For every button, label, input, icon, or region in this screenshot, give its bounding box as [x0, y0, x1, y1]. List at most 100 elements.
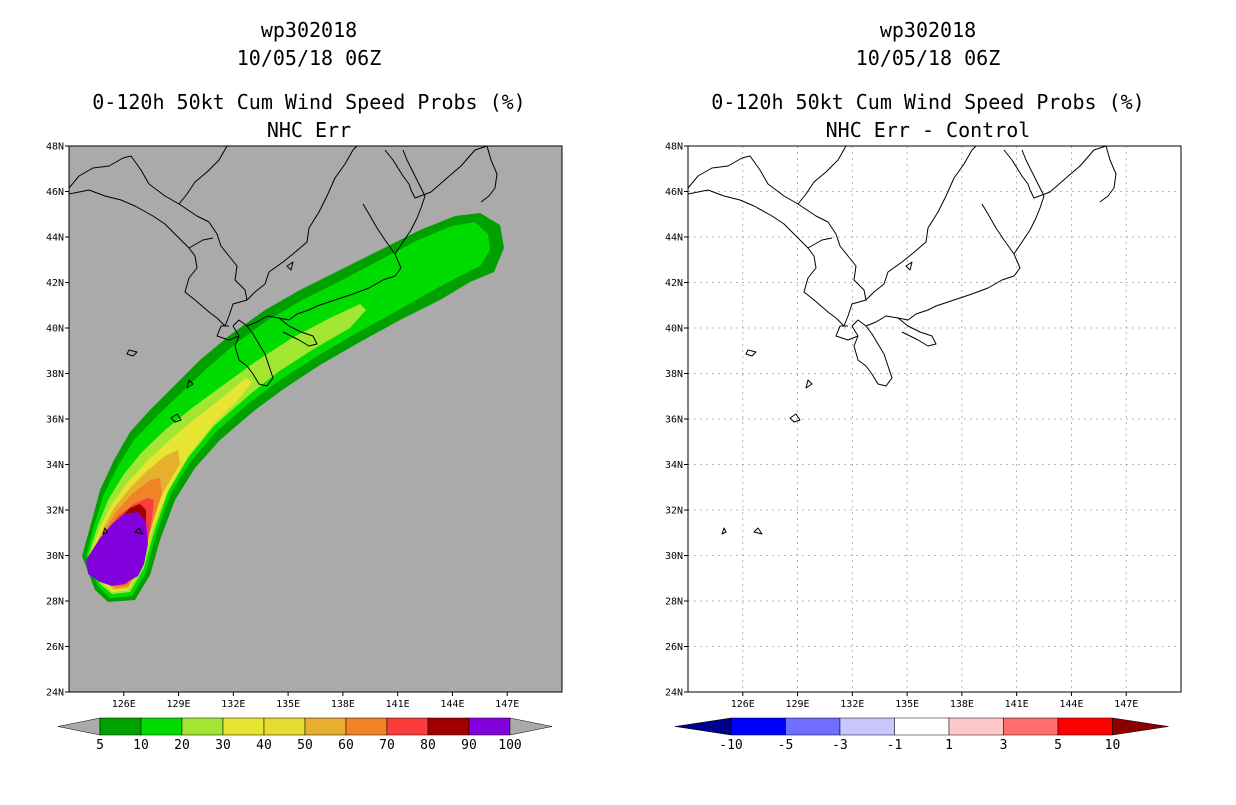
colorbar-label: 40: [256, 738, 272, 753]
colorbar-box: [263, 717, 306, 736]
colorbar-box: [1057, 717, 1113, 736]
lat-tick-label: 28N: [46, 597, 64, 608]
colorbar-label: 10: [1105, 738, 1121, 753]
lat-tick-label: 36N: [665, 415, 683, 426]
left-lat-axis: 48N 46N 44N 42N 40N 38N 36N 34N 32N 30N 28N 26N 24N: [46, 142, 69, 699]
right-title-line1: wp302018: [880, 18, 976, 42]
right-title-line4: NHC Err - Control: [826, 118, 1031, 142]
colorbar-box: [140, 717, 183, 736]
lat-tick-label: 30N: [665, 551, 683, 562]
lon-tick-label: 147E: [495, 699, 519, 710]
lon-tick-label: 132E: [840, 699, 864, 710]
colorbar-label: 20: [174, 738, 190, 753]
colorbar-box: [222, 717, 265, 736]
contour-90: [86, 512, 148, 586]
probability-swath: [82, 213, 504, 602]
lat-tick-label: 36N: [46, 415, 64, 426]
contour-5: [82, 213, 504, 602]
colorbar-label: 70: [379, 738, 395, 753]
colorbar-label: 50: [297, 738, 313, 753]
lon-tick-label: 144E: [440, 699, 464, 710]
lat-tick-label: 46N: [46, 187, 64, 198]
colorbar-box: [181, 717, 224, 736]
lat-tick-label: 42N: [46, 278, 64, 289]
colorbar-extend-high: [509, 717, 553, 736]
colorbar-label: -5: [778, 738, 794, 753]
colorbar-box: [386, 717, 429, 736]
right-title-line2: 10/05/18 06Z: [856, 46, 1001, 70]
lon-tick-label: 132E: [221, 699, 245, 710]
lat-tick-label: 38N: [46, 369, 64, 380]
lat-tick-label: 34N: [665, 460, 683, 471]
lat-tick-label: 32N: [46, 506, 64, 517]
contour-20: [88, 304, 366, 594]
left-title-line2: 10/05/18 06Z: [237, 46, 382, 70]
lon-tick-label: 135E: [895, 699, 919, 710]
lon-tick-label: 141E: [386, 699, 410, 710]
colorbar-label: 1: [945, 738, 953, 753]
left-colorbar: 5 10 20 30 40 50 60 70 80 90 100: [57, 717, 553, 753]
colorbar-label: 90: [461, 738, 477, 753]
colorbar-box: [785, 717, 841, 736]
colorbar-box: [468, 717, 511, 736]
lat-tick-label: 26N: [665, 642, 683, 653]
lon-tick-label: 144E: [1059, 699, 1083, 710]
colorbar-label: 30: [215, 738, 231, 753]
right-title-line3: 0-120h 50kt Cum Wind Speed Probs (%): [711, 90, 1144, 114]
colorbar-extend-low: [57, 717, 101, 736]
lat-tick-label: 32N: [665, 506, 683, 517]
lon-tick-label: 141E: [1005, 699, 1029, 710]
lon-tick-label: 126E: [731, 699, 755, 710]
colorbar-label: 100: [498, 738, 521, 753]
lat-tick-label: 28N: [665, 597, 683, 608]
lat-tick-label: 26N: [46, 642, 64, 653]
lon-tick-label: 147E: [1114, 699, 1138, 710]
lat-tick-label: 34N: [46, 460, 64, 471]
colorbar-box: [427, 717, 470, 736]
right-lat-axis: 48N 46N 44N 42N 40N 38N 36N 34N 32N 30N 28N 26N 24N: [665, 142, 688, 699]
lat-tick-label: 44N: [665, 233, 683, 244]
lon-tick-label: 138E: [331, 699, 355, 710]
lat-tick-label: 48N: [665, 142, 683, 153]
colorbar-box: [730, 717, 786, 736]
colorbar-box: [839, 717, 895, 736]
colorbar-box: [894, 717, 950, 736]
colorbar-label: 80: [420, 738, 436, 753]
colorbar-box: [99, 717, 142, 736]
lat-tick-label: 24N: [665, 688, 683, 699]
lat-tick-label: 24N: [46, 688, 64, 699]
lon-tick-label: 138E: [950, 699, 974, 710]
lat-tick-label: 30N: [46, 551, 64, 562]
right-colorbar: -10 -5 -3 -1 1 3 5 10: [674, 717, 1169, 753]
lon-tick-label: 126E: [112, 699, 136, 710]
right-panel: wp302018 10/05/18 06Z 0-120h 50kt Cum Wi…: [665, 18, 1182, 753]
colorbar-label: -10: [719, 738, 742, 753]
colorbar-label: 5: [1054, 738, 1062, 753]
colorbar-box: [1003, 717, 1059, 736]
lat-tick-label: 42N: [665, 278, 683, 289]
lon-tick-label: 129E: [167, 699, 191, 710]
lat-tick-label: 40N: [665, 324, 683, 335]
colorbar-label: 3: [1000, 738, 1008, 753]
colorbar-extend-low: [674, 717, 732, 736]
left-title-line4: NHC Err: [267, 118, 351, 142]
colorbar-label: 5: [96, 738, 104, 753]
left-title-line1: wp302018: [261, 18, 357, 42]
colorbar-extend-high: [1112, 717, 1169, 736]
left-lon-axis: 126E 129E 132E 135E 138E 141E 144E 147E: [112, 692, 519, 710]
colorbar-label: 10: [133, 738, 149, 753]
colorbar-box: [304, 717, 347, 736]
left-panel: wp302018 10/05/18 06Z 0-120h 50kt Cum Wi…: [46, 18, 563, 753]
left-title-line3: 0-120h 50kt Cum Wind Speed Probs (%): [92, 90, 525, 114]
lat-tick-label: 44N: [46, 233, 64, 244]
colorbar-box: [948, 717, 1004, 736]
lon-tick-label: 135E: [276, 699, 300, 710]
lat-tick-label: 38N: [665, 369, 683, 380]
lat-tick-label: 40N: [46, 324, 64, 335]
lon-tick-label: 129E: [786, 699, 810, 710]
right-lon-axis: 126E 129E 132E 135E 138E 141E 144E 147E: [731, 692, 1138, 710]
colorbar-label: 60: [338, 738, 354, 753]
lat-tick-label: 48N: [46, 142, 64, 153]
colorbar-label: -3: [832, 738, 848, 753]
